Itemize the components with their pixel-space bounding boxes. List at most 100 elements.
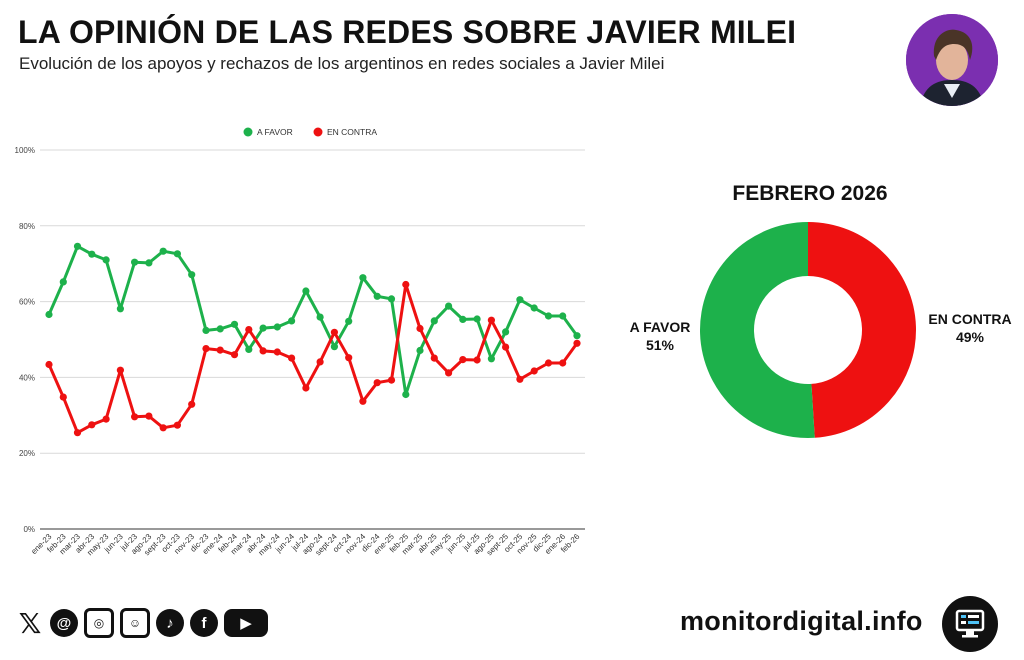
data-point-favor bbox=[73, 242, 82, 250]
donut-label-contra-name: EN CONTRA bbox=[928, 311, 1012, 327]
instagram-icon[interactable]: ◎ bbox=[84, 608, 114, 638]
site-name[interactable]: monitordigital.info bbox=[680, 606, 923, 636]
data-point-favor bbox=[230, 320, 239, 328]
threads-icon[interactable]: @ bbox=[50, 609, 78, 637]
data-point-favor bbox=[245, 345, 253, 353]
data-point-favor bbox=[116, 305, 124, 313]
data-point-contra bbox=[373, 379, 381, 387]
data-point-favor bbox=[59, 278, 67, 286]
data-point-favor bbox=[316, 313, 324, 321]
data-point-contra bbox=[73, 429, 82, 437]
data-point-contra bbox=[416, 324, 424, 333]
data-point-contra bbox=[273, 348, 281, 356]
data-point-favor bbox=[544, 312, 553, 320]
data-point-contra bbox=[202, 345, 210, 353]
data-point-contra bbox=[59, 393, 67, 401]
data-point-contra bbox=[102, 415, 110, 423]
legend-label-favor: A FAVOR bbox=[257, 127, 293, 137]
portrait-image bbox=[906, 14, 998, 106]
data-point-favor bbox=[387, 295, 396, 303]
legend-label-contra: EN CONTRA bbox=[327, 127, 377, 137]
data-point-favor bbox=[173, 250, 181, 258]
donut-label-favor: A FAVOR 51% bbox=[620, 318, 700, 354]
data-point-favor bbox=[259, 324, 267, 332]
data-point-favor bbox=[373, 292, 381, 300]
data-point-contra bbox=[302, 384, 310, 392]
data-point-contra bbox=[402, 280, 410, 289]
donut-label-contra: EN CONTRA 49% bbox=[918, 310, 1022, 346]
data-point-contra bbox=[88, 421, 96, 429]
data-point-favor bbox=[45, 310, 53, 319]
data-point-contra bbox=[145, 412, 153, 420]
data-point-favor bbox=[516, 296, 524, 304]
data-point-contra bbox=[230, 351, 239, 359]
data-point-contra bbox=[516, 375, 524, 383]
data-point-contra bbox=[387, 376, 396, 384]
data-point-favor bbox=[102, 256, 110, 264]
data-point-favor bbox=[188, 271, 196, 279]
youtube-icon[interactable]: ▶ bbox=[224, 609, 268, 637]
data-point-contra bbox=[330, 328, 338, 336]
donut-slice-contra bbox=[808, 222, 917, 438]
donut-label-favor-name: A FAVOR bbox=[629, 319, 691, 335]
data-point-contra bbox=[559, 359, 567, 367]
data-point-favor bbox=[273, 323, 281, 331]
data-point-contra bbox=[216, 346, 224, 354]
data-point-favor bbox=[502, 328, 510, 336]
milei-avatar bbox=[906, 14, 998, 106]
data-point-contra bbox=[245, 326, 253, 334]
data-point-favor bbox=[559, 312, 567, 320]
data-point-contra bbox=[359, 397, 367, 405]
data-point-contra bbox=[430, 354, 438, 362]
data-point-contra bbox=[573, 339, 581, 347]
chart-legend: A FAVOR EN CONTRA bbox=[243, 127, 377, 137]
data-point-favor bbox=[88, 250, 96, 258]
y-tick-label: 60% bbox=[19, 298, 35, 307]
data-point-favor bbox=[330, 343, 338, 351]
data-point-contra bbox=[188, 400, 196, 408]
data-point-favor bbox=[445, 302, 453, 310]
data-series bbox=[45, 242, 581, 437]
telegram-icon[interactable]: ☺ bbox=[120, 608, 150, 638]
data-point-contra bbox=[288, 354, 296, 362]
y-tick-label: 0% bbox=[23, 525, 35, 534]
data-point-contra bbox=[45, 360, 53, 369]
donut-label-contra-value: 49% bbox=[955, 329, 985, 345]
tiktok-icon[interactable]: ♪ bbox=[156, 609, 184, 637]
data-point-favor bbox=[487, 355, 495, 363]
data-point-contra bbox=[116, 366, 124, 374]
line-chart: 0% 20% 40% 60% 80% 100% ene-23feb-23mar-23abr… bbox=[15, 127, 585, 557]
data-point-favor bbox=[573, 332, 581, 340]
data-point-contra bbox=[530, 367, 538, 375]
data-point-favor bbox=[288, 317, 296, 325]
y-tick-label: 80% bbox=[19, 222, 35, 231]
donut-chart bbox=[700, 222, 917, 438]
data-point-favor bbox=[473, 315, 481, 323]
data-point-favor bbox=[416, 346, 424, 355]
data-point-favor bbox=[202, 326, 210, 334]
data-point-contra bbox=[345, 354, 353, 362]
donut-label-favor-value: 51% bbox=[645, 337, 675, 353]
page-subtitle: Evolución de los apoyos y rechazos de lo… bbox=[19, 54, 665, 73]
data-point-favor bbox=[145, 259, 153, 267]
data-point-contra bbox=[173, 421, 181, 429]
data-point-contra bbox=[473, 356, 481, 364]
gridlines bbox=[40, 149, 585, 530]
data-point-contra bbox=[445, 369, 453, 377]
data-point-favor bbox=[402, 390, 410, 399]
data-point-favor bbox=[530, 304, 538, 312]
data-point-contra bbox=[544, 359, 553, 367]
x-icon[interactable]: 𝕏 bbox=[18, 607, 42, 639]
legend-marker-contra bbox=[313, 127, 323, 137]
data-point-contra bbox=[459, 356, 467, 364]
monitor-icon bbox=[942, 596, 998, 652]
data-point-contra bbox=[259, 347, 267, 355]
legend-marker-favor bbox=[243, 127, 253, 137]
donut-slice-favor bbox=[700, 222, 815, 438]
page-title: LA OPINIÓN DE LAS REDES SOBRE JAVIER MIL… bbox=[18, 14, 797, 50]
facebook-icon[interactable]: f bbox=[190, 609, 218, 637]
data-point-favor bbox=[459, 315, 467, 323]
data-point-favor bbox=[216, 325, 224, 333]
y-tick-label: 20% bbox=[19, 449, 35, 458]
data-point-contra bbox=[131, 413, 139, 421]
